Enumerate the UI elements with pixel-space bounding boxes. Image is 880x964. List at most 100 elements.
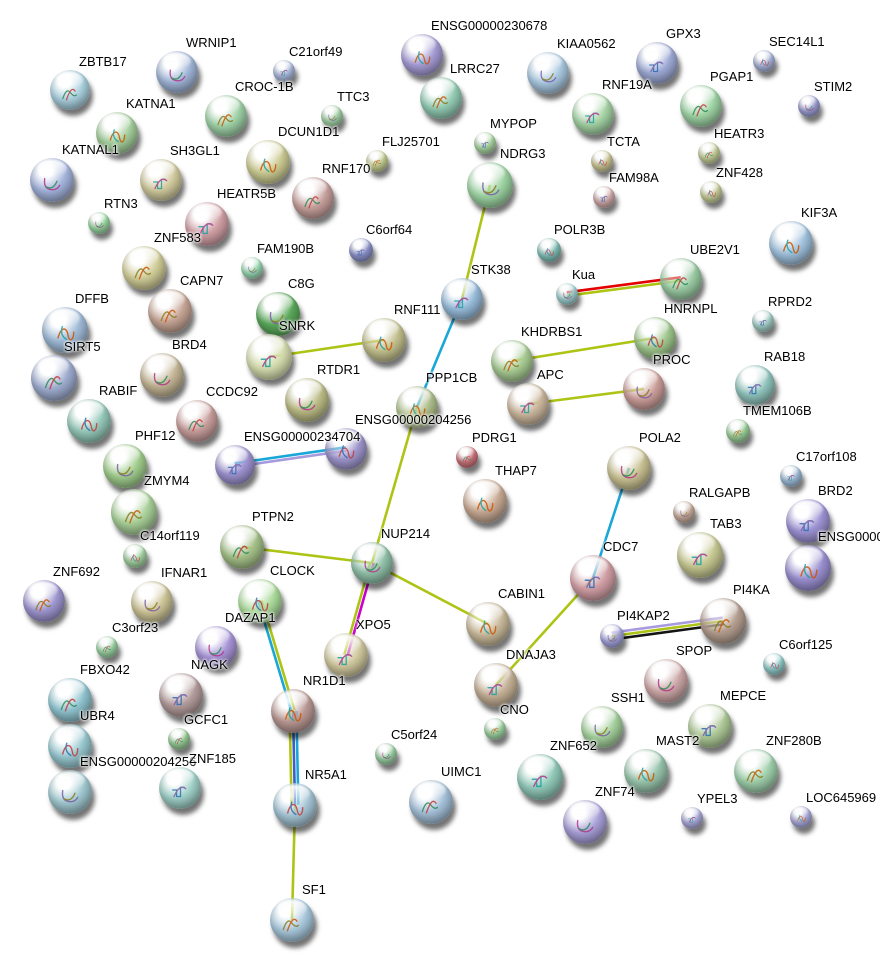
protein-node-UBE2V1[interactable]: [660, 258, 702, 300]
protein-node-SF1[interactable]: [270, 898, 314, 942]
protein-node-C21orf49[interactable]: [273, 60, 295, 82]
protein-node-GCFC1[interactable]: [168, 728, 190, 750]
protein-node-SIRT5[interactable]: [31, 355, 77, 401]
protein-node-IFNAR1[interactable]: [131, 581, 173, 623]
protein-node-DNAJA3[interactable]: [474, 663, 518, 707]
protein-node-ZNF185[interactable]: [159, 767, 201, 809]
protein-node-SSH1[interactable]: [581, 706, 623, 748]
protein-node-HEATR5B[interactable]: [185, 202, 229, 246]
protein-node-ZNF692[interactable]: [23, 580, 65, 622]
protein-node-APC[interactable]: [507, 383, 549, 425]
protein-node-SPOP[interactable]: [644, 659, 688, 703]
protein-node-LOC645969[interactable]: [790, 806, 812, 828]
protein-node-C6orf64[interactable]: [349, 238, 373, 262]
protein-node-MEPCE[interactable]: [688, 704, 732, 748]
edge-KHDRBS1-HNRNPL-olive[interactable]: [511, 336, 656, 363]
protein-node-BRD2[interactable]: [786, 499, 830, 543]
protein-node-CAPN7[interactable]: [148, 289, 192, 333]
protein-node-ZBTB17[interactable]: [50, 70, 90, 110]
protein-node-SEC14L1[interactable]: [753, 50, 775, 72]
protein-node-DFFB[interactable]: [42, 307, 88, 353]
protein-node-CDC7[interactable]: [570, 555, 616, 601]
protein-node-KIAA0562[interactable]: [527, 52, 569, 94]
edge-CDC7-DNAJA3-olive[interactable]: [495, 577, 594, 686]
protein-node-TTC3[interactable]: [321, 105, 343, 127]
protein-node-C6orf125[interactable]: [763, 653, 785, 675]
protein-node-PHF12[interactable]: [103, 444, 147, 488]
protein-node-ZNF280B[interactable]: [734, 749, 778, 793]
protein-node-ZMYM4[interactable]: [111, 489, 157, 535]
protein-node-NDRG3[interactable]: [467, 162, 513, 208]
edge-PPP1CB-NUP214-olive[interactable]: [370, 406, 419, 564]
protein-node-THAP7[interactable]: [463, 479, 507, 523]
protein-node-RPRD2[interactable]: [752, 310, 774, 332]
protein-node-DCUN1D1[interactable]: [246, 140, 290, 184]
protein-node-PI4KA[interactable]: [700, 598, 746, 644]
protein-node-YPEL3[interactable]: [681, 807, 703, 829]
protein-node-ENSG0000[interactable]: [785, 545, 831, 591]
protein-node-ZNF583[interactable]: [122, 246, 166, 290]
protein-node-SNRK[interactable]: [246, 334, 292, 380]
protein-node-PDRG1[interactable]: [456, 446, 478, 468]
protein-node-RAB18[interactable]: [735, 365, 775, 405]
protein-node-KATNA1[interactable]: [96, 112, 138, 154]
protein-node-XPO5[interactable]: [324, 633, 368, 677]
protein-node-TMEM106B[interactable]: [726, 419, 750, 443]
protein-node-KHDRBS1[interactable]: [491, 340, 533, 382]
protein-node-MAST2[interactable]: [624, 749, 668, 793]
protein-node-FBXO42[interactable]: [48, 678, 92, 722]
protein-node-ENSG00000204256_a[interactable]: [325, 428, 367, 470]
protein-node-NAGK[interactable]: [159, 673, 203, 717]
protein-node-C14orf119[interactable]: [123, 544, 147, 568]
protein-node-FAM98A[interactable]: [593, 186, 615, 208]
protein-node-C8G[interactable]: [256, 292, 300, 336]
protein-node-C5orf24[interactable]: [375, 743, 397, 765]
protein-node-ENSG00000230678[interactable]: [401, 34, 443, 76]
protein-node-CLOCK[interactable]: [238, 579, 282, 623]
protein-node-STK38[interactable]: [441, 278, 483, 320]
protein-node-TAB3[interactable]: [677, 532, 723, 578]
protein-node-NR5A1[interactable]: [273, 783, 317, 827]
protein-node-CABIN1[interactable]: [466, 602, 510, 646]
protein-node-PROC[interactable]: [623, 368, 665, 410]
protein-node-RNF111[interactable]: [362, 318, 406, 362]
protein-node-RTN3[interactable]: [88, 212, 110, 234]
protein-node-PGAP1[interactable]: [680, 85, 722, 127]
protein-node-NR1D1[interactable]: [271, 689, 315, 733]
protein-node-DAZAP1[interactable]: [195, 626, 237, 668]
protein-node-RNF19A[interactable]: [572, 93, 614, 135]
protein-node-RABIF[interactable]: [67, 399, 111, 443]
protein-node-UIMC1[interactable]: [409, 780, 453, 824]
protein-node-FAM190B[interactable]: [241, 257, 263, 279]
protein-node-C3orf23[interactable]: [96, 636, 118, 658]
protein-node-SH3GL1[interactable]: [140, 159, 182, 201]
protein-node-RTDR1[interactable]: [285, 378, 329, 422]
protein-node-RNF170[interactable]: [292, 177, 334, 219]
protein-node-POLR3B[interactable]: [537, 238, 561, 262]
protein-node-ENSG00000204256_b[interactable]: [48, 770, 92, 814]
protein-node-BRD4[interactable]: [140, 353, 184, 397]
protein-node-CNO[interactable]: [484, 718, 506, 740]
protein-node-PTPN2[interactable]: [220, 525, 264, 569]
protein-node-CCDC92[interactable]: [176, 400, 218, 442]
protein-node-KIF3A[interactable]: [769, 221, 813, 265]
protein-node-ZNF74[interactable]: [563, 800, 607, 844]
protein-node-RALGAPB[interactable]: [673, 501, 695, 523]
protein-node-PI4KAP2[interactable]: [600, 624, 624, 648]
protein-node-HEATR3[interactable]: [698, 142, 720, 164]
protein-node-KATNAL1[interactable]: [30, 158, 74, 202]
protein-node-C17orf108[interactable]: [780, 465, 802, 487]
protein-node-TCTA[interactable]: [591, 150, 613, 172]
protein-node-ZNF428[interactable]: [700, 181, 722, 203]
protein-node-FLJ25701[interactable]: [366, 150, 388, 172]
protein-node-LRRC27[interactable]: [420, 77, 462, 119]
protein-node-CROC-1B[interactable]: [205, 95, 247, 137]
protein-node-PPP1CB[interactable]: [396, 386, 438, 428]
protein-node-ENSG00000234704[interactable]: [215, 445, 255, 485]
protein-node-Kua[interactable]: [556, 283, 578, 305]
protein-node-ZNF652[interactable]: [517, 754, 563, 800]
protein-node-POLA2[interactable]: [607, 446, 651, 490]
protein-node-UBR4[interactable]: [48, 724, 92, 768]
protein-node-NUP214[interactable]: [351, 542, 393, 584]
protein-node-WRNIP1[interactable]: [156, 51, 198, 93]
